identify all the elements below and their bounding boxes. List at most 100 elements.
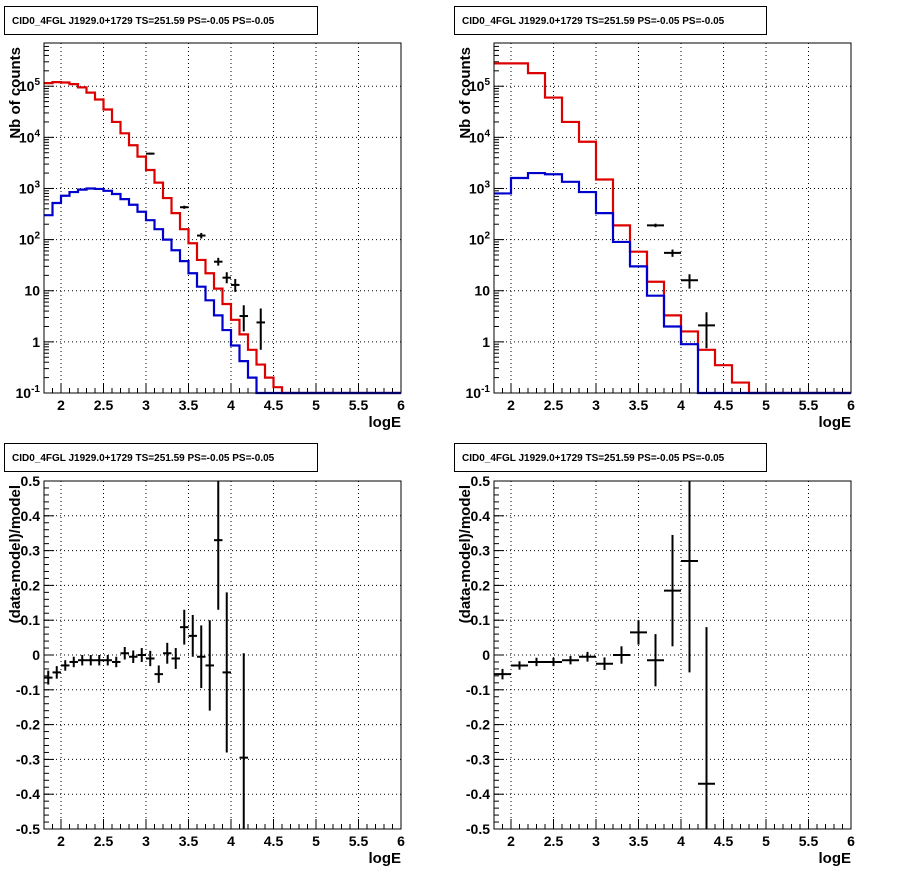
x-tick-label: 2.5 — [94, 397, 114, 413]
x-axis-label: logE — [369, 414, 402, 431]
y-tick-label: 10 — [24, 283, 40, 299]
y-tick-label: 103 — [19, 179, 41, 196]
x-tick-label: 4 — [227, 833, 235, 849]
y-tick-label: 0.1 — [21, 612, 41, 628]
data-point — [630, 620, 647, 645]
y-tick-label: 0.5 — [21, 473, 41, 489]
data-point — [562, 656, 579, 665]
y-tick-label: -0.2 — [16, 717, 40, 733]
y-tick-label: -0.5 — [466, 821, 490, 837]
y-axis-label: (data-model)/model — [457, 485, 474, 623]
x-tick-label: 5.5 — [799, 397, 819, 413]
x-tick-label: 6 — [847, 397, 855, 413]
plot-area — [44, 43, 401, 393]
x-tick-label: 3.5 — [629, 833, 649, 849]
y-tick-label: 0.1 — [471, 612, 491, 628]
data-point — [61, 660, 70, 671]
y-tick-label: 104 — [469, 128, 491, 145]
data-point — [44, 670, 53, 685]
y-tick-label: 102 — [469, 231, 491, 248]
chart-panel-bottom-left: CID0_4FGL J1929.0+1729 TS=251.59 PS=-0.0… — [4, 443, 405, 867]
x-tick-label: 3.5 — [179, 397, 199, 413]
title-box — [454, 443, 767, 472]
x-tick-label: 4.5 — [264, 833, 284, 849]
title-box — [4, 6, 318, 35]
data-point — [256, 308, 265, 350]
data-point — [69, 656, 78, 668]
data-point — [545, 657, 562, 667]
plot-frame — [493, 480, 852, 830]
x-tick-label: 5 — [312, 833, 320, 849]
y-tick-label: 0.4 — [21, 508, 41, 524]
data-point — [180, 609, 189, 645]
y-tick-label: 0.5 — [471, 473, 491, 489]
x-tick-label: 2.5 — [94, 833, 114, 849]
data-point — [197, 232, 206, 239]
data-point — [103, 655, 112, 666]
data-point — [214, 481, 223, 610]
chart-panel-top-right: CID0_4FGL J1929.0+1729 TS=251.59 PS=-0.0… — [454, 6, 855, 431]
y-axis-label: Nb of counts — [7, 47, 24, 139]
y-axis-label: (data-model)/model — [7, 485, 24, 623]
data-point — [698, 312, 715, 349]
x-axis-label: logE — [369, 850, 402, 867]
data-point — [214, 257, 223, 266]
x-axis-label: logE — [819, 414, 852, 431]
data-point — [180, 205, 189, 209]
plot-area — [494, 43, 851, 393]
data-point — [197, 625, 206, 689]
y-tick-label: 0.4 — [471, 508, 491, 524]
x-tick-label: 6 — [397, 833, 405, 849]
data-point — [681, 481, 698, 673]
y-tick-label: 0.2 — [471, 577, 491, 593]
data-point — [579, 651, 596, 662]
data-point — [494, 668, 511, 680]
x-tick-label: 3.5 — [179, 833, 199, 849]
data-point — [511, 661, 528, 670]
data-point — [188, 614, 197, 657]
x-tick-label: 5.5 — [349, 397, 369, 413]
x-tick-label: 5.5 — [799, 833, 819, 849]
y-axis-label: Nb of counts — [457, 47, 474, 139]
y-tick-label: 0 — [482, 647, 490, 663]
data-point — [528, 657, 545, 667]
data-point — [146, 650, 155, 667]
y-tick-label: 1 — [482, 334, 490, 350]
data-point — [596, 657, 613, 670]
data-point — [95, 655, 104, 666]
chart-panel-top-left: CID0_4FGL J1929.0+1729 TS=251.59 PS=-0.0… — [4, 6, 405, 431]
chart-title: CID0_4FGL J1929.0+1729 TS=251.59 PS=-0.0… — [12, 16, 275, 27]
data-point — [163, 642, 172, 664]
y-tick-label: -0.3 — [16, 751, 40, 767]
x-tick-label: 5 — [762, 397, 770, 413]
data-point — [146, 152, 155, 155]
x-tick-label: 3 — [592, 397, 600, 413]
data-point — [154, 665, 163, 683]
x-tick-label: 2.5 — [544, 833, 564, 849]
y-tick-label: 0.3 — [21, 543, 41, 559]
data-point — [698, 627, 715, 829]
data-point — [129, 650, 138, 664]
y-tick-label: 105 — [19, 77, 41, 94]
data-point — [647, 223, 664, 228]
data-point — [681, 274, 698, 289]
plot-area — [494, 481, 851, 829]
y-tick-label: 1 — [32, 334, 40, 350]
y-tick-label: 0.3 — [471, 543, 491, 559]
plot-frame — [43, 480, 402, 830]
chart-title: CID0_4FGL J1929.0+1729 TS=251.59 PS=-0.0… — [462, 16, 725, 27]
y-tick-label: 10-1 — [466, 384, 491, 401]
y-tick-label: 10-1 — [16, 384, 41, 401]
data-point — [137, 648, 146, 662]
data-point — [664, 249, 681, 257]
x-tick-label: 2 — [57, 397, 65, 413]
data-point — [78, 655, 87, 666]
title-box — [454, 6, 767, 35]
x-tick-label: 4 — [227, 397, 235, 413]
plot-frame — [43, 42, 402, 394]
data-point — [222, 272, 231, 284]
data-point — [222, 592, 231, 753]
y-tick-label: -0.1 — [16, 682, 40, 698]
x-tick-label: 5 — [762, 833, 770, 849]
